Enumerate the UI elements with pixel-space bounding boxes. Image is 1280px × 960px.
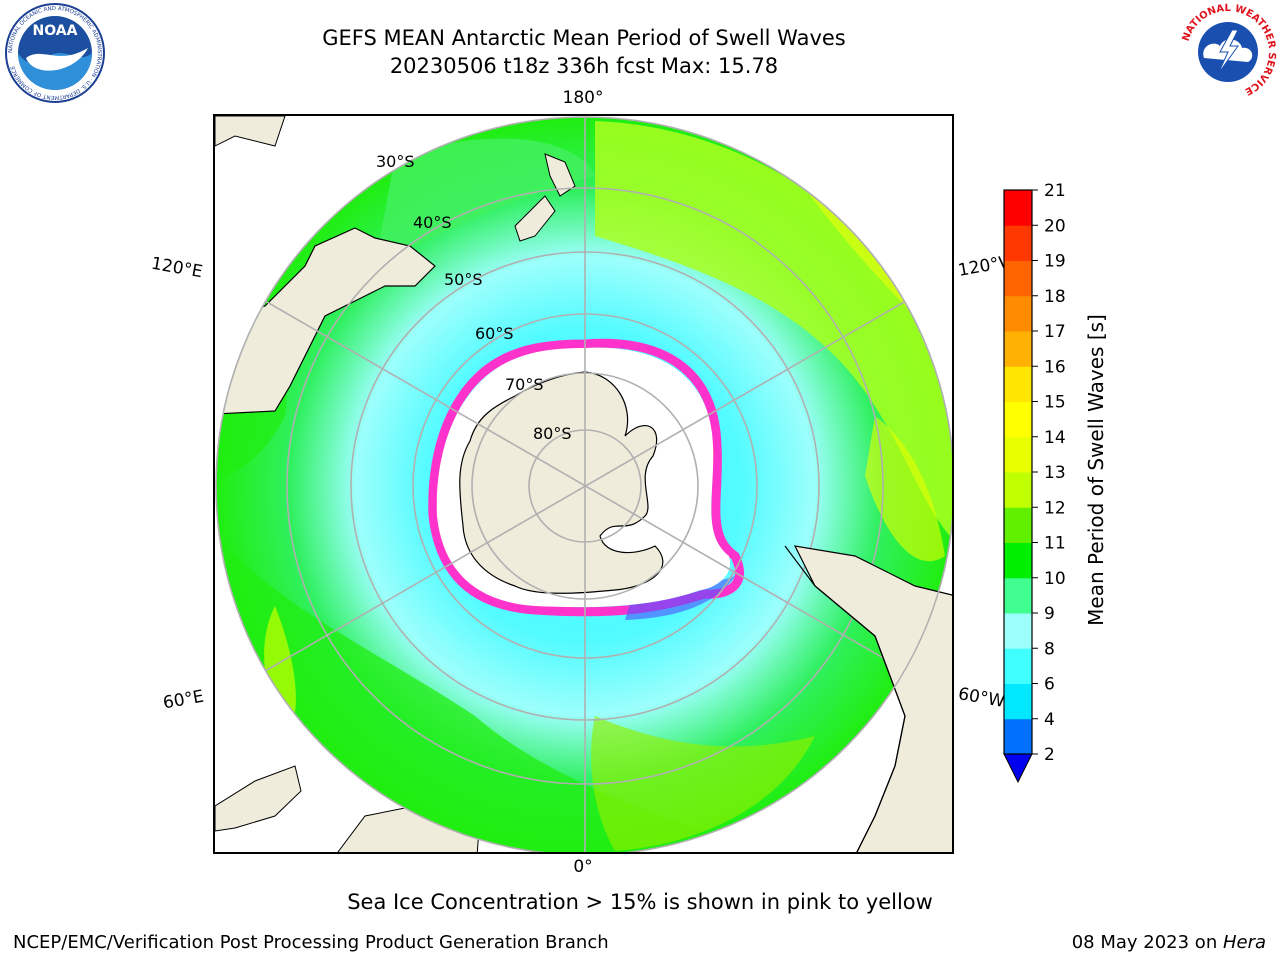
colorbar-tick-label: 20 bbox=[1044, 216, 1066, 236]
map-plot-area bbox=[213, 114, 954, 854]
lat-label-70s: 70°S bbox=[505, 375, 544, 394]
colorbar-band bbox=[1004, 577, 1032, 614]
colorbar-extend-min bbox=[1003, 753, 1033, 784]
colorbar-tick-label: 9 bbox=[1044, 604, 1055, 624]
colorbar-tick-label: 19 bbox=[1044, 252, 1066, 272]
colorbar-tick-label: 15 bbox=[1044, 393, 1066, 413]
colorbar-tick-label: 11 bbox=[1044, 534, 1066, 554]
colorbar-band bbox=[1004, 295, 1032, 332]
lat-label-80s: 80°S bbox=[533, 424, 572, 443]
lat-label-60s: 60°S bbox=[475, 324, 514, 343]
colorbar-band bbox=[1004, 331, 1032, 367]
colorbar-band bbox=[1004, 542, 1032, 579]
colorbar-tick-label: 2 bbox=[1044, 745, 1055, 765]
colorbar-band bbox=[1004, 225, 1032, 261]
colorbar-band bbox=[1004, 366, 1032, 402]
colorbar-tick-label: 10 bbox=[1044, 569, 1066, 589]
swell-field bbox=[216, 117, 952, 852]
colorbar-band bbox=[1004, 190, 1032, 226]
colorbar-tick-label: 14 bbox=[1044, 428, 1066, 448]
footer-date-text: 08 May 2023 on bbox=[1071, 932, 1223, 953]
footer-date: 08 May 2023 on Hera bbox=[1072, 932, 1266, 953]
lat-label-40s: 40°S bbox=[413, 213, 452, 232]
chart-subtitle: 20230506 t18z 336h fcst Max: 15.78 bbox=[389, 54, 779, 78]
lat-label-30s: 30°S bbox=[376, 152, 415, 171]
noaa-logo-text: NOAA bbox=[33, 23, 78, 39]
sea-ice-note: Sea Ice Concentration > 15% is shown in … bbox=[347, 890, 933, 914]
colorbar-band bbox=[1004, 472, 1032, 508]
colorbar-tick-label: 17 bbox=[1044, 322, 1066, 342]
lon-label-60e: 60°E bbox=[161, 686, 206, 714]
lat-label-50s: 50°S bbox=[444, 270, 483, 289]
lon-label-180: 180° bbox=[562, 88, 604, 108]
colorbar-tick-label: 16 bbox=[1044, 357, 1066, 377]
footer-host: Hera bbox=[1222, 932, 1266, 953]
lon-label-0: 0° bbox=[573, 857, 593, 877]
polar-map bbox=[215, 116, 952, 852]
colorbar-tick-label: 8 bbox=[1044, 639, 1055, 659]
colorbar-band bbox=[1004, 260, 1032, 297]
colorbar-tick-label: 21 bbox=[1044, 181, 1066, 201]
colorbar-band bbox=[1004, 613, 1032, 649]
colorbar-tick-label: 18 bbox=[1044, 287, 1066, 307]
colorbar-band bbox=[1004, 683, 1032, 720]
colorbar-label: Mean Period of Swell Waves [s] bbox=[1084, 314, 1108, 626]
colorbar-band bbox=[1004, 507, 1032, 543]
colorbar-band bbox=[1004, 436, 1032, 473]
colorbar-band bbox=[1004, 648, 1032, 684]
colorbar-tick-label: 6 bbox=[1044, 675, 1055, 695]
graticule bbox=[216, 117, 952, 852]
chart-title: GEFS MEAN Antarctic Mean Period of Swell… bbox=[322, 26, 846, 50]
footer-credit: NCEP/EMC/Verification Post Processing Pr… bbox=[13, 932, 609, 953]
colorbar-band bbox=[1004, 401, 1032, 438]
colorbar-band bbox=[1004, 718, 1032, 755]
colorbar-tick-label: 13 bbox=[1044, 463, 1066, 483]
lon-label-120e: 120°E bbox=[149, 253, 205, 283]
nws-logo: NATIONAL WEATHER SERVICE bbox=[1178, 2, 1278, 102]
noaa-logo: NATIONAL OCEANIC AND ATMOSPHERIC ADMINIS… bbox=[5, 3, 105, 103]
colorbar: 2 4 6 8 9 10 11 12 13 14 15 16 17 18 19 20 21 bbox=[1003, 181, 1066, 784]
colorbar-tick-label: 12 bbox=[1044, 498, 1066, 518]
colorbar-tick-label: 4 bbox=[1044, 710, 1055, 730]
